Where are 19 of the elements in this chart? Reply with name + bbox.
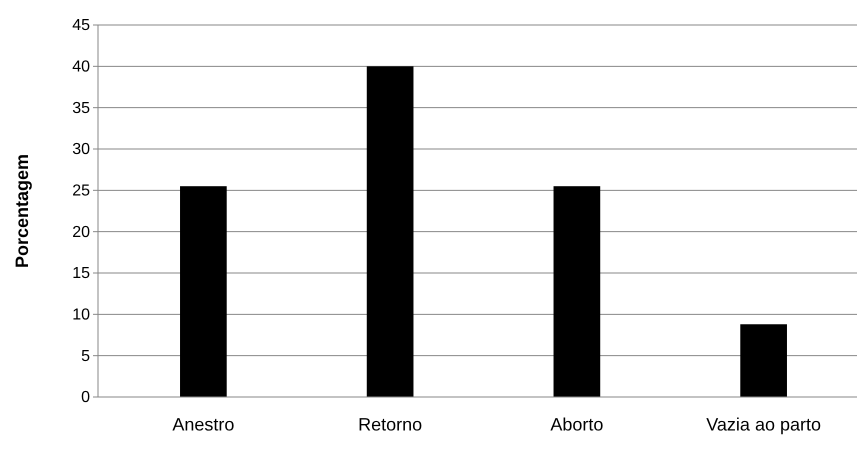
y-tick-label: 30	[72, 141, 90, 158]
x-tick-label: Anestro	[172, 414, 234, 435]
x-tick-label: Retorno	[358, 414, 422, 435]
y-tick-label: 15	[72, 265, 90, 282]
y-tick-label: 20	[72, 224, 90, 241]
x-tick-label: Vazia ao parto	[706, 414, 821, 435]
bar	[366, 66, 414, 397]
bar	[740, 324, 787, 397]
y-tick-label: 45	[72, 17, 90, 34]
y-tick-label: 40	[72, 58, 90, 76]
y-tick-label: 35	[72, 100, 90, 117]
bar	[554, 186, 600, 397]
y-tick-label: 10	[72, 306, 90, 324]
y-tick-label: 25	[72, 182, 90, 200]
y-tick-label: 0	[81, 389, 90, 406]
x-tick-label: Aborto	[550, 414, 604, 435]
bar	[180, 186, 227, 397]
y-axis-title: Porcentagem	[12, 154, 32, 268]
y-tick-label: 5	[81, 348, 90, 365]
